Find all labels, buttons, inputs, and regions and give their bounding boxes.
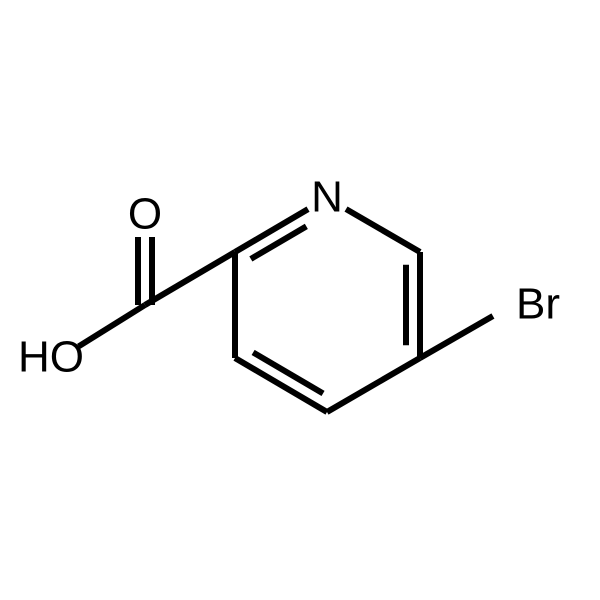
atom-label-o9: HO bbox=[18, 333, 84, 382]
bond bbox=[79, 305, 145, 346]
molecule-diagram: N O HO Br bbox=[0, 0, 600, 600]
atom-label-n1: N bbox=[311, 173, 343, 222]
atom-label-o8: O bbox=[128, 190, 162, 239]
atom-label-br: Br bbox=[516, 280, 560, 329]
bond bbox=[327, 358, 420, 412]
bond bbox=[346, 209, 420, 252]
bond bbox=[145, 252, 235, 305]
bond bbox=[251, 226, 307, 259]
bond bbox=[420, 316, 493, 358]
